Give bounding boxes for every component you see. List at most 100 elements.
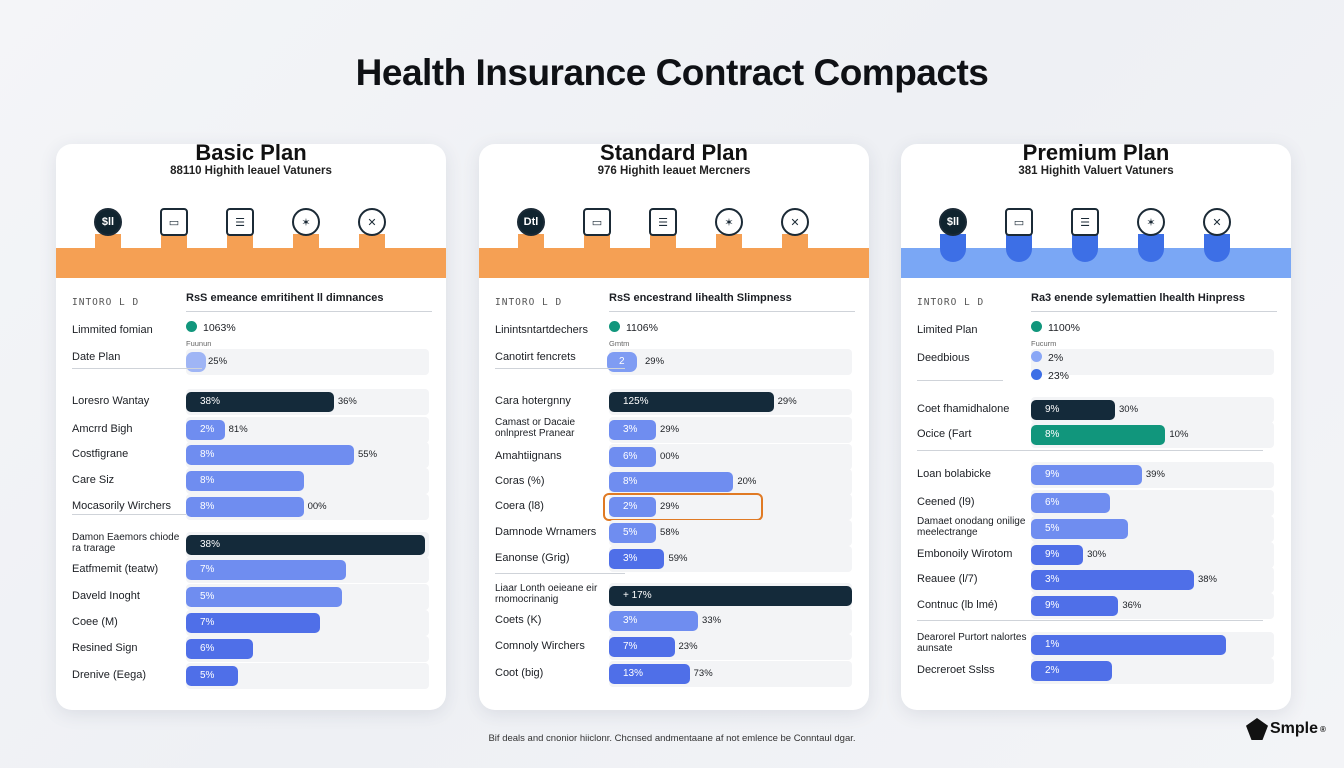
row-label: Ocice (Fart (917, 428, 972, 440)
plan-subtitle: 976 Highith leauet Mercners (597, 165, 751, 177)
bar-end-label: 00% (660, 451, 680, 462)
bar: 6% (609, 447, 657, 467)
bar-end-label: 29% (660, 501, 680, 512)
row-label: Coet fhamidhalone (917, 403, 1010, 415)
icon-group: ☰ (1067, 208, 1103, 266)
dot-value-text: 2% (1048, 352, 1064, 364)
bar-end-label: 30% (1087, 549, 1107, 560)
top-value: 1100% (1031, 321, 1080, 334)
plan-title: Basic Plan (195, 140, 307, 165)
server-icon: ☰ (649, 208, 677, 236)
bar: 5% (1031, 519, 1129, 539)
row-label: Liaar Lonth oeieane eir rnomocrinanig (495, 583, 598, 605)
icon-group: ▭ (579, 208, 615, 266)
icon-drop (940, 234, 966, 262)
icon-group: ✶ (288, 208, 324, 266)
bar-end-label: 58% (660, 527, 680, 538)
row-label: Comnoly Wirchers (495, 640, 585, 652)
icon-drop (518, 234, 544, 262)
section-divider (72, 514, 202, 515)
row-label: Coee (M) (72, 616, 118, 628)
row-background (186, 417, 429, 443)
icon-group: ☰ (222, 208, 258, 266)
bar-end-label: 29% (777, 396, 797, 407)
medical-icon: ✕ (358, 208, 386, 236)
bar-end-label: 33% (702, 615, 722, 626)
icon-drop (1072, 234, 1098, 262)
column-header-right: RsS emeance emritihent ll dimnances (186, 292, 384, 304)
row-label: Daveld Inoght (72, 590, 140, 602)
bar: 8% (186, 471, 304, 491)
header-divider (609, 311, 855, 312)
top-value-text: 1063% (203, 322, 236, 334)
bar: 1% (1031, 635, 1226, 655)
icon-drop (584, 234, 610, 262)
icon-group: ✕ (1199, 208, 1235, 266)
footer-note: Bif deals and cnonior hiiclonr. Chcnsed … (488, 733, 856, 744)
section-divider (495, 573, 625, 574)
bar-end-label: 20% (737, 476, 757, 487)
row-label: Loan bolabicke (917, 468, 992, 480)
plan-subtitle: 88110 Highith leauel Vatuners (170, 165, 332, 177)
section-divider (917, 450, 1263, 451)
bar-end-label: 59% (668, 553, 688, 564)
icon-group: ✶ (1133, 208, 1169, 266)
row-label: Canotirt fencrets (495, 351, 576, 363)
bar: 3% (609, 611, 699, 631)
icon-drop (161, 234, 187, 262)
row-label: Amahtiignans (495, 450, 562, 462)
top-value-text: 1100% (1048, 322, 1080, 334)
row-label: Coera (l8) (495, 500, 544, 512)
plan-card: Basic Plan 88110 Highith leauel Vatuners $… (56, 140, 446, 710)
top-value-text: 1106% (626, 322, 658, 334)
bar: 5% (609, 523, 657, 543)
bar: 9% (1031, 596, 1119, 616)
bar: 2% (609, 497, 657, 517)
bar-end-label: 81% (228, 424, 248, 435)
top-note: Fuunun (186, 339, 212, 348)
bar: 7% (186, 613, 321, 633)
row-label: Damon Eaemors chiode ra trarage (72, 532, 180, 554)
bar: 3% (1031, 570, 1194, 590)
bar: 3% (609, 420, 657, 440)
row-label: Mocasorily Wirchers (72, 500, 172, 512)
brand-registered: ® (1320, 724, 1326, 734)
row-label: Deedbious (917, 352, 970, 364)
bar: 8% (1031, 425, 1166, 445)
icon-group: ✶ (711, 208, 747, 266)
plan-badge-icon: $ll (94, 208, 122, 236)
brand-name: Smple (1270, 720, 1319, 737)
row-label: Costfigrane (72, 448, 129, 460)
bar-end-label: 73% (693, 668, 713, 679)
top-value: 1106% (609, 321, 658, 334)
bar-end-label: 36% (337, 396, 357, 407)
bar: 13% (609, 664, 690, 684)
column-header-left: INTORO L D (495, 297, 563, 308)
header-divider (186, 311, 432, 312)
plan-subtitle: 381 Highith Valuert Vatuners (1018, 165, 1174, 177)
row-label: Decreroet Sslss (917, 664, 995, 676)
server-icon: ☰ (1071, 208, 1099, 236)
dot-value-text: 23% (1048, 370, 1070, 382)
row-label: Embonoily Wirotom (917, 548, 1013, 560)
plan-card: Premium Plan 381 Highith Valuert Vatuners… (901, 140, 1291, 710)
section-divider (917, 620, 1263, 621)
icon-drop (293, 234, 319, 262)
icon-group: $ll (90, 208, 126, 266)
mini-bar: 2 (607, 352, 637, 372)
row-label: Coras (%) (495, 475, 545, 487)
icon-drop (782, 234, 808, 262)
top-note: Fucurm (1031, 339, 1057, 348)
row-label: Drenive (Eega) (72, 669, 146, 681)
bar-end-label: 10% (1169, 429, 1189, 440)
bar: 9% (1031, 545, 1084, 565)
medical-icon: ✕ (1203, 208, 1231, 236)
icon-group: ▭ (1001, 208, 1037, 266)
plan-badge-icon: $ll (939, 208, 967, 236)
row-label: Damaet onodang onilige meelectrange (917, 516, 1026, 538)
column-header-left: INTORO L D (917, 297, 985, 308)
plan-badge-icon: Dtl (517, 208, 545, 236)
row-label: Damnode Wrnamers (495, 526, 597, 538)
bar-end-label: 55% (358, 449, 378, 460)
row-label: Coot (big) (495, 667, 544, 679)
